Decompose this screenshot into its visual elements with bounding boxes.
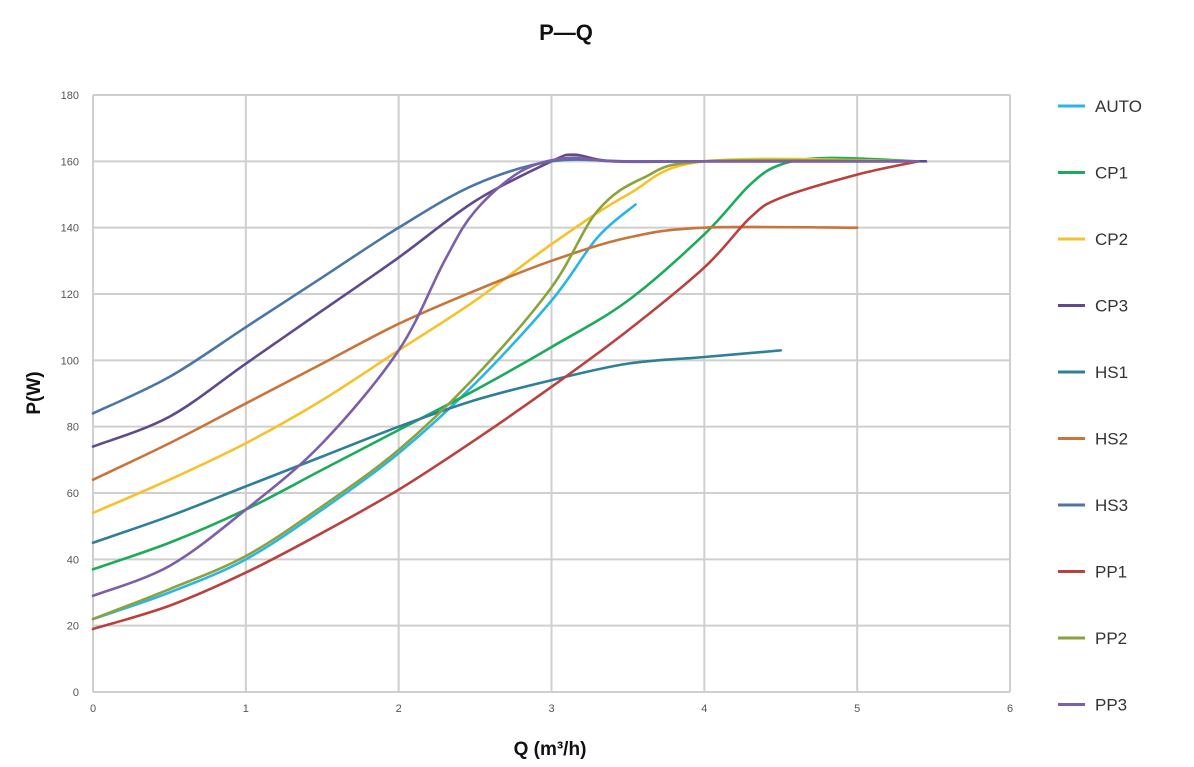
series-lines [91, 153, 928, 631]
series-line-cp2 [91, 157, 920, 515]
legend-label: AUTO [1095, 97, 1142, 116]
y-tick-label: 160 [61, 156, 79, 168]
series-line-pp3 [91, 156, 920, 598]
legend-label: PP1 [1095, 563, 1127, 582]
y-tick-label: 80 [67, 422, 79, 434]
legend-label: HS1 [1095, 363, 1128, 382]
series-line-hs1 [91, 349, 783, 545]
chart-title: P—Q [539, 20, 593, 45]
grid [92, 94, 1011, 693]
series-line-cp1 [91, 156, 920, 571]
x-tick-label: 4 [701, 703, 707, 715]
x-tick-label: 1 [243, 703, 249, 715]
x-tick-label: 0 [90, 703, 96, 715]
y-tick-label: 120 [61, 289, 79, 301]
x-tick-label: 2 [396, 703, 402, 715]
series-line-pp1 [91, 160, 920, 631]
legend-label: CP3 [1095, 297, 1128, 316]
x-axis-label: Q (m³/h) [514, 739, 587, 760]
x-tick-label: 5 [854, 703, 860, 715]
y-axis-ticks: 0 20 40 60 80 100 120 140 160 180 [61, 90, 79, 699]
y-tick-label: 140 [61, 223, 79, 235]
legend-label: CP1 [1095, 164, 1128, 183]
legend-label: HS3 [1095, 496, 1128, 515]
y-axis-label: P(W) [24, 371, 45, 414]
series-line-pp2 [91, 158, 920, 621]
series-line-hs3 [91, 158, 920, 415]
legend-label: CP2 [1095, 230, 1128, 249]
series-line-hs2 [91, 225, 859, 482]
y-tick-label: 100 [61, 355, 79, 367]
legend: AUTO CP1 CP2 CP3 HS1 HS2 HS3 PP1 PP2 PP3 [1058, 97, 1142, 715]
y-tick-label: 180 [61, 90, 79, 102]
series-line-auto [91, 203, 637, 621]
y-tick-label: 40 [67, 554, 79, 566]
legend-label: PP3 [1095, 696, 1127, 715]
y-tick-label: 20 [67, 621, 79, 633]
legend-label: PP2 [1095, 629, 1127, 648]
y-tick-label: 60 [67, 488, 79, 500]
y-tick-label: 0 [73, 687, 79, 699]
x-tick-label: 6 [1007, 703, 1013, 715]
series-line-cp3 [91, 153, 928, 448]
legend-label: HS2 [1095, 430, 1128, 449]
x-axis-ticks: 0 1 2 3 4 5 6 [90, 703, 1013, 715]
x-tick-label: 3 [548, 703, 554, 715]
